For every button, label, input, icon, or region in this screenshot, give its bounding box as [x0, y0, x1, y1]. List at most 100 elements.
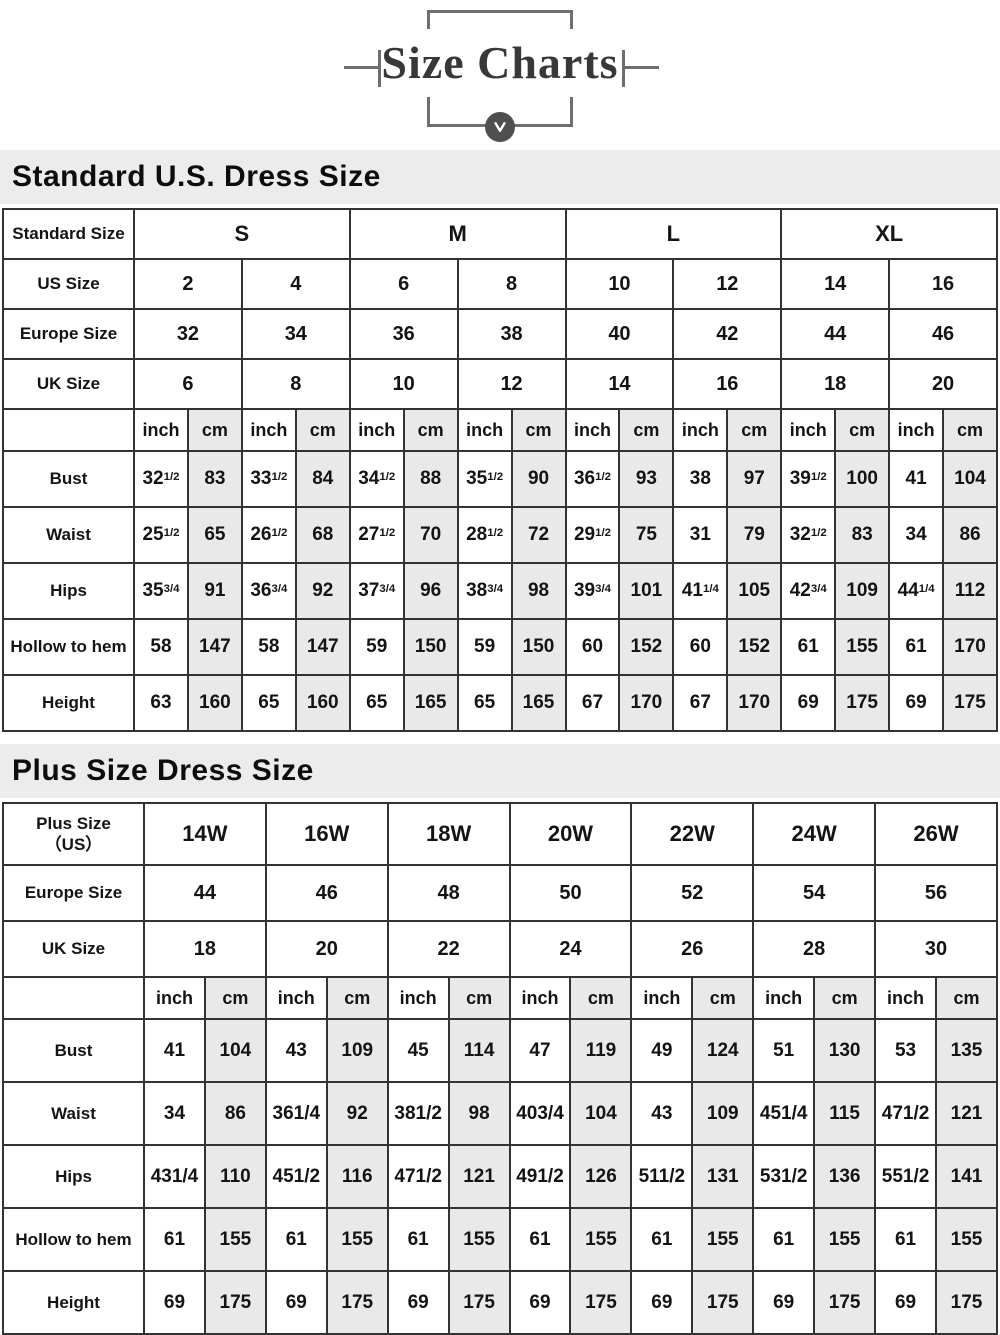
value-cell: 112 — [942, 562, 998, 620]
size-group-cell: 32 — [133, 308, 243, 360]
value-cell: 90 — [510, 450, 567, 508]
row-label: US Size — [2, 258, 135, 310]
size-group-cell: 6 — [133, 358, 243, 410]
value-cell: 115 — [813, 1081, 877, 1146]
unit-cell: cm — [942, 408, 998, 452]
value-cell: 96 — [402, 562, 459, 620]
size-group-cell: 12 — [672, 258, 783, 310]
standard-size-table: Standard Size S M L XL US Size 2 4 6 8 10 12 14 16 Eur… — [2, 208, 998, 732]
size-group-cell: 26W — [874, 802, 998, 866]
value-cell: 51 — [752, 1018, 816, 1083]
value-cell: 411/4 — [672, 562, 729, 620]
value-cell: 98 — [510, 562, 567, 620]
size-group-cell: 36 — [348, 308, 459, 360]
size-group-cell: 56 — [874, 864, 998, 922]
value-cell: 60 — [672, 618, 729, 676]
value-cell: 150 — [510, 618, 567, 676]
unit-cell: inch — [874, 976, 937, 1020]
value-cell: 451/4 — [752, 1081, 816, 1146]
size-group-cell: 18 — [143, 920, 267, 978]
size-group-cell: 26 — [630, 920, 755, 978]
row-label: Hollow to hem — [2, 618, 135, 676]
value-cell: 175 — [325, 1270, 389, 1335]
value-cell: 69 — [780, 674, 837, 732]
value-cell: 423/4 — [780, 562, 837, 620]
value-cell: 83 — [834, 506, 891, 564]
value-cell: 104 — [203, 1018, 267, 1083]
value-cell: 152 — [726, 618, 783, 676]
value-cell: 93 — [618, 450, 675, 508]
value-cell: 155 — [934, 1207, 999, 1272]
value-cell: 451/2 — [264, 1144, 328, 1209]
value-cell: 353/4 — [133, 562, 189, 620]
value-cell: 38 — [672, 450, 729, 508]
value-cell: 84 — [294, 450, 351, 508]
value-cell: 43 — [264, 1018, 328, 1083]
value-cell: 351/2 — [456, 450, 513, 508]
value-cell: 393/4 — [564, 562, 621, 620]
value-cell: 69 — [874, 1270, 937, 1335]
size-group-cell: 20 — [264, 920, 389, 978]
size-group-cell: 44 — [143, 864, 267, 922]
value-cell: 34 — [888, 506, 945, 564]
size-group-cell: 8 — [240, 358, 351, 410]
size-group-cell: 38 — [456, 308, 567, 360]
row-label: Bust — [2, 1018, 145, 1083]
row-label: Height — [2, 1270, 145, 1335]
size-group-cell: 4 — [240, 258, 351, 310]
unit-cell: cm — [726, 408, 783, 452]
value-cell: 135 — [934, 1018, 999, 1083]
value-cell: 83 — [186, 450, 243, 508]
row-label: Bust — [2, 450, 135, 508]
row-label — [2, 976, 145, 1020]
value-cell: 121 — [447, 1144, 511, 1209]
size-group-cell: 46 — [264, 864, 389, 922]
value-cell: 361/2 — [564, 450, 621, 508]
value-cell: 72 — [510, 506, 567, 564]
row-label: UK Size — [2, 358, 135, 410]
value-cell: 88 — [402, 450, 459, 508]
unit-cell: inch — [386, 976, 450, 1020]
size-group-cell: 10 — [564, 258, 675, 310]
value-cell: 155 — [569, 1207, 633, 1272]
unit-cell: cm — [510, 408, 567, 452]
size-group-cell: 10 — [348, 358, 459, 410]
value-cell: 175 — [203, 1270, 267, 1335]
row-label: Waist — [2, 1081, 145, 1146]
value-cell: 511/2 — [630, 1144, 694, 1209]
value-cell: 61 — [508, 1207, 572, 1272]
size-group-cell: 42 — [672, 308, 783, 360]
unit-cell: inch — [143, 976, 206, 1020]
value-cell: 65 — [348, 674, 405, 732]
value-cell: 251/2 — [133, 506, 189, 564]
section-heading-standard: Standard U.S. Dress Size — [0, 150, 1000, 204]
row-label — [2, 408, 135, 452]
size-group-cell: 22W — [630, 802, 755, 866]
size-group-cell: M — [348, 208, 567, 260]
value-cell: 61 — [874, 1207, 937, 1272]
value-cell: 471/2 — [386, 1144, 450, 1209]
size-group-cell: 2 — [133, 258, 243, 310]
value-cell: 155 — [813, 1207, 877, 1272]
value-cell: 92 — [294, 562, 351, 620]
value-cell: 170 — [618, 674, 675, 732]
unit-cell: inch — [264, 976, 328, 1020]
row-label: Europe Size — [2, 308, 135, 360]
value-cell: 160 — [186, 674, 243, 732]
value-cell: 69 — [752, 1270, 816, 1335]
value-cell: 86 — [203, 1081, 267, 1146]
size-group-cell: 44 — [780, 308, 891, 360]
size-group-cell: 52 — [630, 864, 755, 922]
size-group-cell: 48 — [386, 864, 511, 922]
size-group-cell: 14 — [564, 358, 675, 410]
unit-cell: cm — [691, 976, 755, 1020]
value-cell: 61 — [143, 1207, 206, 1272]
value-cell: 61 — [630, 1207, 694, 1272]
right-decoration-bar — [622, 50, 625, 87]
value-cell: 69 — [264, 1270, 328, 1335]
unit-cell: cm — [186, 408, 243, 452]
value-cell: 341/2 — [348, 450, 405, 508]
value-cell: 175 — [834, 674, 891, 732]
value-cell: 86 — [942, 506, 998, 564]
